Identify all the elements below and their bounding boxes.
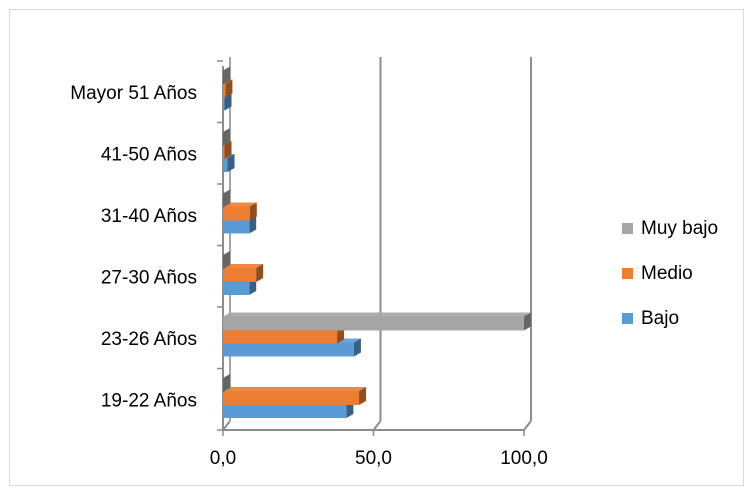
legend-swatch-muy-bajo [622, 223, 633, 234]
chart-walls [222, 57, 524, 431]
legend-label-bajo: Bajo [641, 307, 680, 329]
bar-side-face [256, 263, 264, 282]
legend-swatch-medio [622, 268, 633, 279]
chart-frame: 19-22 Años 23-26 Años 27-30 Años 31-40 Años… [9, 9, 744, 486]
category-labels: 19-22 Años 23-26 Años 27-30 Años 31-40 Años… [70, 83, 197, 412]
category-label-23-26-a-os: 23-26 Años [101, 329, 197, 350]
bar-medio-27-30-a-os [223, 263, 264, 282]
bar-side-face [225, 79, 233, 98]
bar-front-face [223, 404, 347, 418]
x-tick-label: 100,0 [500, 448, 548, 469]
bar-medio-19-22-a-os [223, 386, 367, 405]
bar-top-face [223, 312, 531, 317]
legend-item-muy-bajo: Muy bajo [622, 206, 752, 251]
legend-label-muy-bajo: Muy bajo [641, 217, 719, 239]
bar-muy-bajo-23-26-a-os [223, 312, 531, 331]
bar-front-face [223, 281, 250, 295]
bar-muy-bajo-27-30-a-os [223, 250, 230, 269]
category-label-31-40-a-os: 31-40 Años [101, 206, 197, 227]
bar-muy-bajo-31-40-a-os [223, 189, 230, 208]
bar-front-face [223, 391, 360, 405]
bar-side-face [249, 215, 257, 234]
legend-item-medio: Medio [622, 251, 752, 296]
bar-side-face [223, 189, 230, 208]
bar-top-face [223, 263, 264, 268]
bar-front-face [223, 342, 354, 357]
bar-top-face [223, 202, 257, 207]
bar-side-face [223, 373, 230, 392]
bar-side-face [524, 312, 531, 331]
category-label-27-30-a-os: 27-30 Años [101, 267, 197, 288]
x-tick-labels: 0,0 50,0 100,0 [210, 448, 548, 469]
legend-label-medio: Medio [641, 262, 693, 284]
bar-chart: 19-22 Años 23-26 Años 27-30 Años 31-40 Años… [70, 57, 548, 469]
bar-front-face [223, 96, 225, 111]
bar-medio-31-40-a-os [223, 202, 257, 221]
floor-edge [222, 420, 231, 431]
bar-front-face [223, 329, 338, 344]
category-label-mayor-51-a-os: Mayor 51 Años [70, 83, 197, 104]
bar-muy-bajo-mayor-51-a-os [223, 66, 230, 85]
bar-side-face [224, 140, 232, 159]
bars [223, 66, 531, 418]
gridline-floor [523, 420, 532, 431]
bar-side-face [223, 250, 230, 269]
bar-front-face [223, 219, 250, 234]
bar-front-face [223, 158, 228, 172]
bar-muy-bajo-41-50-a-os [223, 127, 230, 146]
bar-front-face [223, 268, 257, 282]
x-tick-label: 50,0 [355, 448, 392, 469]
bar-front-face [223, 145, 225, 159]
bar-side-face [227, 153, 235, 172]
legend-swatch-bajo [622, 313, 633, 324]
x-tick-label: 0,0 [210, 448, 236, 469]
legend-item-bajo: Bajo [622, 296, 752, 341]
bar-front-face [223, 316, 524, 331]
bar-side-face [223, 127, 230, 146]
category-label-19-22-a-os: 19-22 Años [101, 390, 197, 411]
legend: Muy bajo Medio Bajo [622, 206, 752, 341]
bar-side-face [223, 66, 230, 85]
bar-front-face [223, 83, 226, 98]
bar-side-face [359, 386, 367, 405]
bar-muy-bajo-19-22-a-os [223, 373, 230, 392]
bar-front-face [223, 206, 250, 221]
gridlines [217, 57, 532, 436]
bar-side-face [353, 338, 361, 357]
bar-side-face [249, 202, 257, 221]
category-label-41-50-a-os: 41-50 Años [101, 144, 197, 165]
bar-top-face [223, 386, 367, 391]
gridline-floor [372, 420, 382, 431]
